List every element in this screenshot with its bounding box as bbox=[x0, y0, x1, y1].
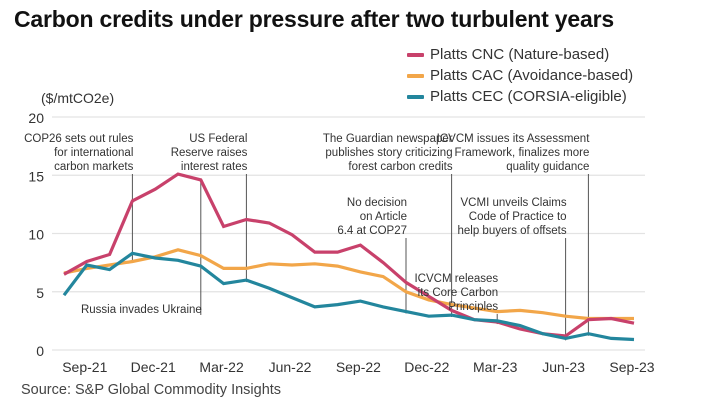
x-tick-label: Sep-23 bbox=[609, 359, 654, 375]
annotation-label: US Federal bbox=[189, 133, 247, 145]
annotation-label: help buyers of offsets bbox=[457, 225, 566, 237]
x-tick-label: Mar-22 bbox=[199, 359, 244, 375]
y-tick-label: 5 bbox=[36, 285, 44, 301]
annotation-label: for international bbox=[54, 147, 133, 159]
legend-item-cac: Platts CAC (Avoidance-based) bbox=[407, 65, 633, 86]
legend-label-cac: Platts CAC (Avoidance-based) bbox=[430, 67, 634, 84]
x-tick-label: Sep-21 bbox=[62, 359, 107, 375]
x-tick-label: Jun-23 bbox=[542, 359, 585, 375]
gridlines bbox=[52, 116, 645, 351]
y-tick-label: 0 bbox=[36, 343, 44, 359]
legend-swatch-cec bbox=[407, 94, 424, 99]
annotation-label: Framework, finalizes more bbox=[455, 147, 590, 159]
annotation-label: Principles bbox=[448, 301, 498, 313]
chart-title: Carbon credits under pressure after two … bbox=[14, 6, 614, 32]
annotation-label: ICVCM issues its Assessment bbox=[437, 133, 591, 145]
y-tick-label: 15 bbox=[28, 168, 44, 184]
legend-swatch-cnc bbox=[407, 52, 424, 57]
annotation-label: Russia invades Ukraine bbox=[81, 304, 202, 316]
series-lines bbox=[62, 172, 635, 342]
y-tick-label: 20 bbox=[28, 110, 44, 126]
annotation-texts: COP26 sets out rules for international car… bbox=[24, 133, 590, 316]
legend-label-cnc: Platts CNC (Nature-based) bbox=[430, 46, 610, 63]
annotation-label: COP26 sets out rules bbox=[24, 133, 134, 145]
legend: Platts CNC (Nature-based) Platts CAC (Av… bbox=[407, 44, 633, 107]
source-note: Source: S&P Global Commodity Insights bbox=[21, 382, 282, 398]
annotation-label: on Article bbox=[360, 211, 407, 223]
series-line-cac bbox=[63, 248, 634, 321]
annotation-label: VCMI unveils Claims bbox=[461, 197, 567, 209]
x-tick-label: Mar-23 bbox=[473, 359, 518, 375]
y-axis-unit-label: ($/mtCO2e) bbox=[41, 90, 115, 106]
legend-item-cnc: Platts CNC (Nature-based) bbox=[407, 44, 633, 65]
series-line-cec bbox=[62, 251, 635, 342]
annotation-label: its Core Carbon bbox=[418, 287, 499, 299]
y-axis-ticks: 0 5 10 15 20 bbox=[28, 110, 44, 359]
legend-swatch-cac bbox=[407, 73, 424, 78]
legend-label-cec: Platts CEC (CORSIA-eligible) bbox=[430, 88, 627, 105]
annotation-label: interest rates bbox=[181, 161, 248, 173]
annotation-label: forest carbon credits bbox=[348, 161, 452, 173]
annotation-label: carbon markets bbox=[54, 161, 134, 173]
annotation-label: No decision bbox=[347, 197, 407, 209]
x-tick-label: Jun-22 bbox=[269, 359, 312, 375]
x-tick-label: Sep-22 bbox=[336, 359, 381, 375]
annotation-label: The Guardian newspaper bbox=[323, 133, 453, 145]
annotation-label: publishes story criticizing bbox=[325, 147, 452, 159]
annotation-label: Code of Practice to bbox=[469, 211, 567, 223]
annotation-label: Reserve raises bbox=[171, 147, 248, 159]
x-tick-label: Dec-22 bbox=[404, 359, 449, 375]
annotation-label: quality guidance bbox=[506, 161, 589, 173]
x-axis-ticks: Sep-21 Dec-21 Mar-22 Jun-22 Sep-22 Dec-22 Mar-… bbox=[62, 359, 655, 375]
y-tick-label: 10 bbox=[28, 227, 44, 243]
annotation-label: 6.4 at COP27 bbox=[337, 225, 407, 237]
x-tick-label: Dec-21 bbox=[131, 359, 176, 375]
annotation-lines bbox=[131, 174, 589, 341]
legend-item-cec: Platts CEC (CORSIA-eligible) bbox=[407, 86, 633, 107]
annotation-label: ICVCM releases bbox=[414, 273, 498, 285]
